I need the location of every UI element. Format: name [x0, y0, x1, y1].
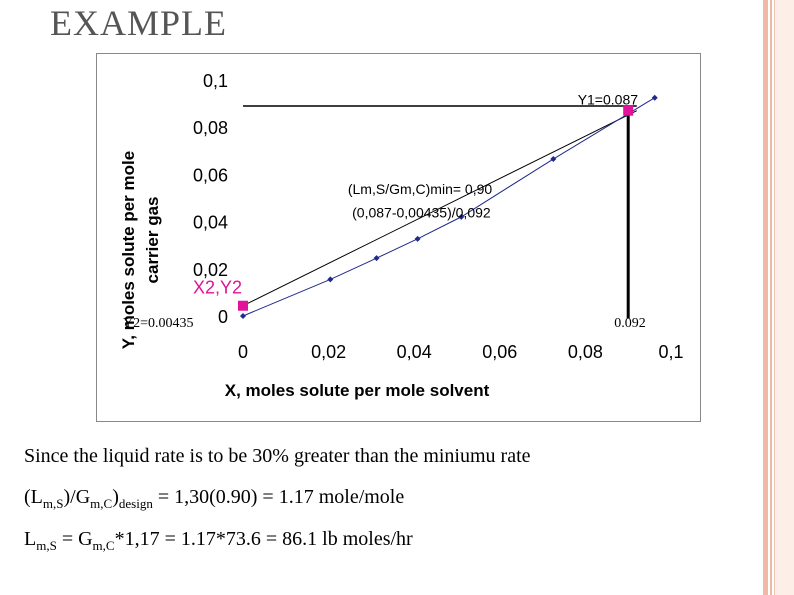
chart-frame: 0 0,02 0,04 0,06 0,08 0,1 0 0,02 0,04 0,06 0,08 0,…	[96, 53, 701, 422]
decorative-stripe	[774, 0, 794, 595]
liquid-rate-equation: Lm,S = Gm,C*1,17 = 1.17*73.6 = 86.1 lb m…	[24, 528, 413, 553]
y-axis-title-line1: Y, moles solute per mole	[119, 151, 138, 349]
highlight-point-marker	[238, 300, 248, 311]
y-tick-label: 0,04	[193, 213, 228, 233]
x-tick-labels: 0 0,02 0,04 0,06 0,08 0,1	[238, 342, 684, 362]
x2y2-label: X2,Y2	[193, 278, 242, 298]
equilibrium-marker	[240, 313, 246, 319]
equilibrium-markers	[240, 94, 658, 319]
slope-label-line1: (Lm,S/Gm,C)min= 0,90	[348, 181, 493, 197]
equilibrium-marker	[327, 276, 334, 283]
highlight-points	[238, 105, 634, 311]
x-tick-label: 0,02	[311, 342, 346, 362]
design-ratio-equation: (Lm,S)/Gm,C)design = 1,30(0.90) = 1.17 m…	[24, 486, 405, 511]
eq2-part: L	[24, 528, 37, 550]
y-tick-label: 0,06	[193, 165, 228, 185]
decorative-stripe	[763, 0, 768, 595]
eq2-part: = G	[56, 528, 93, 550]
y-tick-label: 0	[218, 307, 228, 327]
equilibrium-marker	[550, 156, 557, 163]
equilibrium-marker	[414, 235, 421, 242]
x-axis-title: X, moles solute per mole solvent	[225, 381, 490, 400]
x1-label: 0.092	[614, 316, 646, 331]
eq1-part: )/G	[63, 486, 91, 508]
eq1-subscript: design	[118, 496, 153, 511]
eq2-part: *1,17 = 1.17*73.6 = 86.1 lb moles/hr	[114, 528, 413, 550]
highlight-point-marker	[623, 105, 634, 116]
y-tick-label: 0,08	[193, 118, 228, 138]
slide-title: EXAMPLE	[50, 3, 227, 43]
x-tick-label: 0,06	[482, 342, 517, 362]
y-tick-labels: 0 0,02 0,04 0,06 0,08 0,1	[193, 71, 228, 327]
equilibrium-chart: 0 0,02 0,04 0,06 0,08 0,1 0 0,02 0,04 0,06 0,08 0,…	[119, 71, 684, 400]
eq2-subscript: m,C	[92, 538, 115, 553]
eq2-subscript: m,S	[36, 538, 57, 553]
eq1-subscript: m,C	[90, 496, 113, 511]
x-tick-label: 0,04	[397, 342, 432, 362]
x-tick-label: 0	[238, 342, 248, 362]
x-tick-label: 0,1	[658, 342, 683, 362]
equilibrium-marker	[373, 255, 380, 262]
min-operating-line	[242, 110, 637, 307]
y1-label: Y1=0.087	[578, 92, 639, 108]
equilibrium-marker	[458, 213, 465, 220]
eq1-part: )	[112, 486, 119, 508]
eq1-subscript: m,S	[42, 496, 64, 511]
decorative-stripe	[770, 0, 772, 595]
y-tick-label: 0,1	[203, 71, 228, 91]
y-tick-label: 0,02	[193, 260, 228, 280]
x-tick-label: 0,08	[568, 342, 603, 362]
explanation-text: Since the liquid rate is to be 30% great…	[24, 445, 531, 467]
eq1-part: = 1,30(0.90) = 1.17 mole/mole	[152, 486, 405, 508]
equilibrium-marker	[651, 94, 658, 101]
y2-label: Y2=0.00435	[123, 316, 194, 331]
y-axis-title-line2: carrier gas	[143, 197, 162, 284]
slope-label-line2: (0,087-0,00435)/0,092	[352, 204, 491, 220]
eq1-part: (L	[24, 486, 43, 508]
